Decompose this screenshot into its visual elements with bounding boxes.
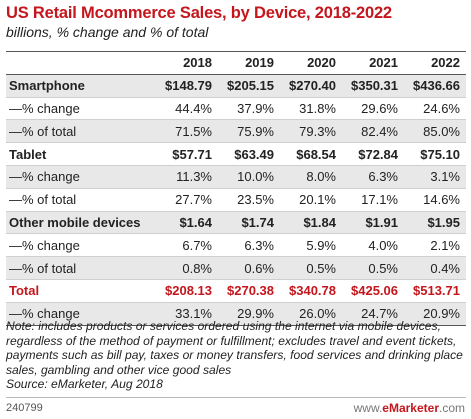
brand-name: eMarketer (382, 401, 439, 415)
row-label: —% change (6, 302, 156, 326)
table-cell: 3.1% (404, 165, 466, 189)
table-cell: 4.0% (368, 237, 398, 253)
table-cell: $57.71 (172, 146, 212, 162)
column-header: 2021 (342, 51, 404, 75)
footer-divider (6, 397, 466, 398)
header-blank (6, 51, 156, 75)
table-cell: $350.31 (342, 74, 404, 98)
table-row: —% of total 0.8% 0.6% 0.5% 0.5% 0.4% (6, 256, 466, 280)
table-cell: 6.3% (244, 237, 274, 253)
table-cell: 6.3% (342, 165, 404, 189)
table-cell: 85.0% (404, 119, 466, 143)
source-text: Source: eMarketer, Aug 2018 (6, 377, 163, 392)
table-cell: $1.64 (156, 211, 218, 234)
header-row: 2018 2019 2020 2021 2022 (6, 51, 466, 75)
table-row: —% of total 27.7% 23.5% 20.1% 17.1% 14.6% (6, 188, 466, 212)
table-cell: 20.1% (299, 192, 336, 208)
brand-logo: www.eMarketer.com (354, 401, 465, 415)
table-cell: $1.84 (280, 211, 342, 234)
table-row: —% of total 71.5% 75.9% 79.3% 82.4% 85.0% (6, 119, 466, 143)
note-text: Note: includes products or services orde… (6, 319, 463, 377)
column-header: 2022 (404, 51, 466, 75)
table-cell: $148.79 (156, 74, 218, 98)
table-cell: 0.4% (404, 256, 466, 280)
table-cell: 44.4% (175, 100, 212, 116)
row-label: Total (9, 283, 40, 299)
table-row: Smartphone $148.79 $205.15 $270.40 $350.31 $4… (6, 74, 466, 98)
brand-prefix: www. (353, 401, 383, 415)
table-cell: 79.3% (280, 119, 342, 143)
table-cell: 6.7% (182, 237, 212, 253)
table-cell: 24.7% (342, 302, 404, 326)
data-table: 2018 2019 2020 2021 2022 Smartphone $148.… (6, 51, 466, 326)
table-row: —% change 6.7% 6.3% 5.9% 4.0% 2.1% (6, 234, 466, 257)
table-cell: 0.6% (218, 256, 280, 280)
table-cell: 23.5% (237, 192, 274, 208)
table-cell: $205.15 (218, 74, 280, 98)
table-cell: $436.66 (404, 74, 466, 98)
row-label: Smartphone (6, 74, 156, 98)
chart-title: US Retail Mcommerce Sales, by Device, 20… (6, 4, 392, 22)
table-cell: $340.78 (289, 283, 336, 299)
table-cell: 5.9% (306, 237, 336, 253)
row-label: Other mobile devices (6, 211, 156, 234)
footnote: Note: includes products or services orde… (6, 319, 468, 392)
table-cell: $1.74 (218, 211, 280, 234)
table-cell: 0.5% (342, 256, 404, 280)
table-row: —% change 33.1% 29.9% 26.0% 24.7% 20.9% (6, 302, 466, 326)
table-row: —% change 11.3% 10.0% 8.0% 6.3% 3.1% (6, 165, 466, 189)
table-cell: 29.6% (361, 100, 398, 116)
table-cell: 71.5% (156, 119, 218, 143)
table-cell: 29.9% (218, 302, 280, 326)
table-cell: 33.1% (156, 302, 218, 326)
chart-id: 240799 (6, 402, 43, 414)
table-cell: 11.3% (156, 165, 218, 189)
table-cell: 0.8% (156, 256, 218, 280)
table-cell: $270.40 (280, 74, 342, 98)
table-cell: $1.91 (342, 211, 404, 234)
table-row: —% change 44.4% 37.9% 31.8% 29.6% 24.6% (6, 97, 466, 120)
table-body: Smartphone $148.79 $205.15 $270.40 $350.31 $4… (6, 74, 466, 326)
table-cell: $513.71 (413, 283, 460, 299)
table-row: Total $208.13 $270.38 $340.78 $425.06 $513.71 (6, 279, 466, 303)
table-cell: 17.1% (361, 192, 398, 208)
table-cell: $63.49 (234, 146, 274, 162)
brand-suffix: .com (438, 401, 465, 415)
table-cell: 26.0% (280, 302, 342, 326)
table-cell: $68.54 (296, 146, 336, 162)
table-cell: $270.38 (227, 283, 274, 299)
table-cell: 14.6% (423, 192, 460, 208)
table-cell: 20.9% (404, 302, 466, 326)
row-label: —% of total (9, 192, 77, 208)
table-cell: 8.0% (280, 165, 342, 189)
table-cell: 37.9% (237, 100, 274, 116)
table-cell: $72.84 (358, 146, 398, 162)
row-label: Tablet (9, 146, 47, 162)
table-cell: 2.1% (430, 237, 460, 253)
table-cell: 10.0% (218, 165, 280, 189)
table-cell: 24.6% (423, 100, 460, 116)
table-cell: $425.06 (351, 283, 398, 299)
table-row: Tablet $57.71 $63.49 $68.54 $72.84 $75.10 (6, 143, 466, 166)
chart-subtitle: billions, % change and % of total (6, 24, 209, 40)
table-cell: 27.7% (175, 192, 212, 208)
column-header: 2019 (218, 51, 280, 75)
table-cell: $208.13 (165, 283, 212, 299)
row-label: —% change (9, 100, 80, 116)
table-cell: $1.95 (404, 211, 466, 234)
row-label: —% change (6, 165, 156, 189)
row-label: —% of total (6, 256, 156, 280)
column-header: 2020 (280, 51, 342, 75)
table-cell: 31.8% (299, 100, 336, 116)
table-cell: 0.5% (280, 256, 342, 280)
column-header: 2018 (156, 51, 218, 75)
table-row: Other mobile devices $1.64 $1.74 $1.84 $1.91… (6, 211, 466, 234)
row-label: —% of total (6, 119, 156, 143)
table-cell: $75.10 (420, 146, 460, 162)
table-cell: 75.9% (218, 119, 280, 143)
table-cell: 82.4% (342, 119, 404, 143)
row-label: —% change (9, 237, 80, 253)
